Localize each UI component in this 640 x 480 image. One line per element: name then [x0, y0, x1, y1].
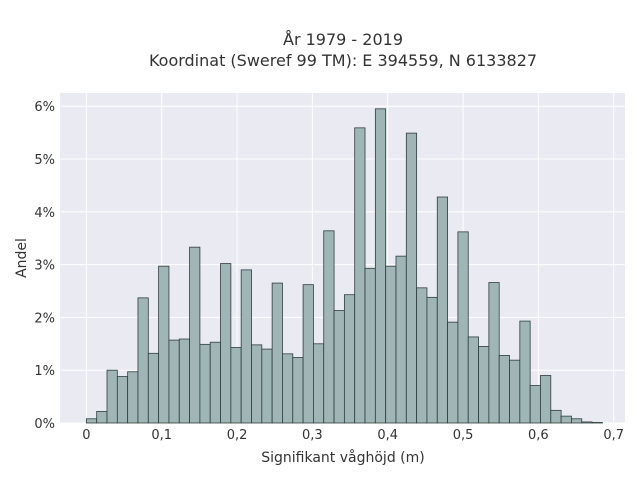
histogram-bar — [581, 421, 593, 424]
histogram-bar — [189, 246, 201, 424]
histogram-bar — [374, 108, 387, 424]
histogram-bar — [116, 376, 129, 424]
x-axis-label: Signifikant våghöjd (m) — [261, 449, 424, 466]
histogram-bar — [209, 341, 221, 424]
x-tick-label: 0,6 — [528, 428, 549, 443]
histogram-bar — [106, 369, 118, 424]
y-tick-label: 4% — [34, 206, 55, 221]
histogram-bar — [364, 267, 376, 424]
x-tick-label: 0,1 — [151, 428, 172, 443]
y-tick-label: 3% — [34, 259, 55, 274]
histogram-bar — [168, 339, 180, 424]
histogram-bar — [313, 343, 325, 424]
histogram-bar — [591, 422, 603, 424]
histogram-bar — [416, 287, 428, 424]
chart-title: År 1979 - 2019 — [283, 30, 403, 49]
histogram-bar — [426, 296, 438, 424]
histogram-bar — [230, 347, 242, 424]
chart-subtitle: Koordinat (Sweref 99 TM): E 394559, N 61… — [149, 51, 537, 70]
histogram-bar — [571, 418, 583, 424]
histogram-bar — [498, 355, 510, 424]
histogram-bar — [519, 320, 531, 424]
y-tick-label: 1% — [34, 364, 55, 379]
x-tick-label: 0,2 — [227, 428, 248, 443]
histogram-bar — [137, 297, 149, 424]
y-tick-label: 0% — [34, 417, 55, 432]
x-tick-label: 0,5 — [453, 428, 474, 443]
y-axis-ticks: 0% 1% 2% 3% 4% 5% 6% — [34, 100, 55, 432]
histogram-bar — [220, 263, 232, 424]
histogram-bar — [529, 385, 541, 424]
y-tick-label: 5% — [34, 153, 55, 168]
histogram-bar — [178, 338, 190, 424]
x-axis-ticks: 0 0,1 0,2 0,3 0,4 0,5 0,6 0,7 — [82, 428, 624, 443]
histogram-bar — [240, 269, 252, 424]
histogram-bar — [127, 371, 139, 424]
y-tick-label: 6% — [34, 100, 55, 115]
histogram-bar — [199, 343, 211, 424]
histogram-bar — [447, 321, 459, 424]
bars — [85, 108, 603, 424]
histogram-bar — [302, 284, 314, 424]
histogram-bar — [560, 415, 572, 424]
histogram-bar — [385, 265, 397, 424]
histogram-bar — [323, 230, 335, 424]
histogram-bar — [550, 409, 562, 424]
histogram-bar — [251, 344, 263, 424]
histogram-bar — [405, 132, 418, 424]
histogram-bar — [158, 265, 170, 424]
histogram-bar — [478, 346, 490, 424]
y-axis-label: Andel — [14, 238, 30, 278]
histogram-bar — [147, 352, 160, 424]
histogram-bar — [282, 353, 294, 424]
histogram-bar — [261, 348, 273, 424]
histogram-bar — [509, 359, 521, 424]
y-tick-label: 2% — [34, 311, 55, 326]
histogram-bar — [395, 255, 407, 424]
histogram-bar — [333, 310, 345, 424]
x-tick-label: 0,7 — [603, 428, 624, 443]
histogram-bar — [436, 196, 448, 424]
histogram-bar — [540, 375, 552, 424]
histogram-bar — [96, 410, 108, 424]
histogram-bar — [343, 294, 356, 424]
histogram-bar — [354, 127, 366, 424]
histogram-bar — [292, 357, 304, 424]
histogram-bar — [271, 282, 283, 424]
histogram-bar — [488, 282, 500, 424]
x-tick-label: 0,3 — [302, 428, 323, 443]
x-tick-label: 0,4 — [377, 428, 398, 443]
x-tick-label: 0 — [82, 428, 90, 443]
histogram-bar — [467, 336, 479, 424]
histogram-bar — [457, 231, 469, 424]
histogram-bar — [85, 418, 98, 424]
